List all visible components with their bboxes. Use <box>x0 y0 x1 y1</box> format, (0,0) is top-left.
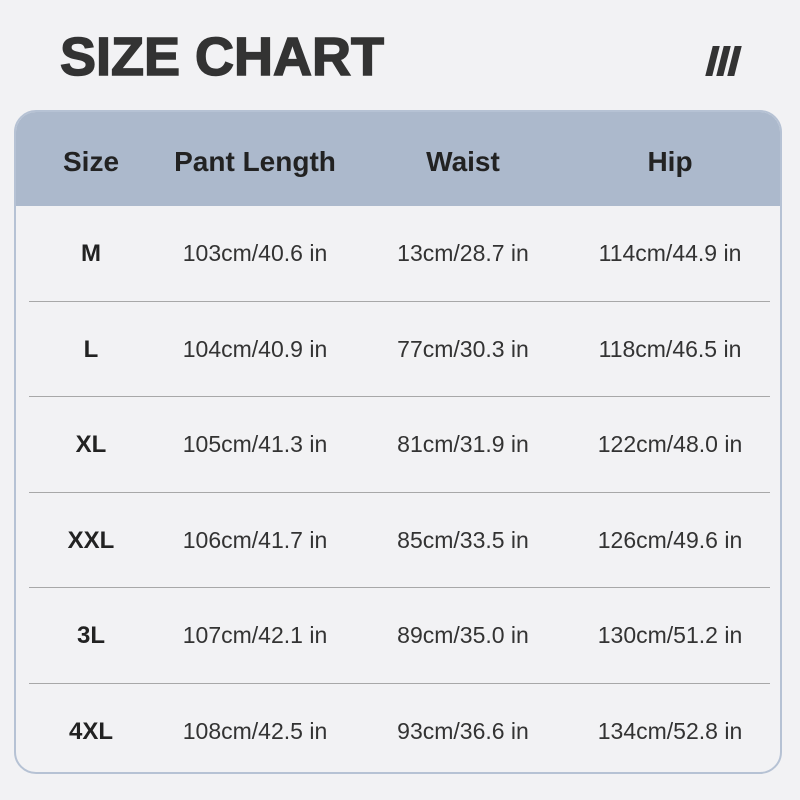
cell-hip: 134cm/52.8 in <box>597 717 743 744</box>
cell-pant-length: 106cm/41.7 in <box>182 526 328 553</box>
size-table: Size Pant Length Waist Hip M 103cm/40.6 i… <box>14 110 782 774</box>
header-size: Size <box>62 146 120 177</box>
table-row: XL 105cm/41.3 in 81cm/31.9 in 122cm/48.0 in <box>16 397 780 493</box>
table-header: Size Pant Length Waist Hip <box>16 112 780 206</box>
cell-waist: 89cm/35.0 in <box>397 622 529 648</box>
cell-pant-length: 103cm/40.6 in <box>182 240 328 266</box>
cell-pant-length: 108cm/42.5 in <box>182 717 328 744</box>
row-divider <box>29 587 770 588</box>
row-divider <box>29 396 770 397</box>
header-pant-length: Pant Length <box>174 146 336 177</box>
cell-hip: 114cm/44.9 in <box>598 240 742 266</box>
row-divider <box>29 682 770 684</box>
cell-pant-length: 107cm/42.1 in <box>182 622 328 648</box>
row-divider <box>29 300 770 302</box>
cell-waist: 93cm/36.6 in <box>397 717 529 744</box>
table-row: M 103cm/40.6 in 13cm/28.7 in 114cm/44.9 in <box>16 206 780 302</box>
cell-pant-length: 104cm/40.9 in <box>182 335 328 362</box>
cell-hip: 130cm/51.2 in <box>597 622 743 648</box>
header-hip: Hip <box>647 146 693 177</box>
cell-pant-length: 105cm/41.3 in <box>182 431 328 457</box>
cell-size: 4XL <box>68 717 114 745</box>
row-divider <box>29 491 770 493</box>
cell-hip: 122cm/48.0 in <box>597 431 743 457</box>
cell-hip: 126cm/49.6 in <box>597 526 743 553</box>
table-row: L 104cm/40.9 in 77cm/30.3 in 118cm/46.5 in <box>16 302 780 397</box>
cell-size: 3L <box>76 622 106 649</box>
cell-size: L <box>83 335 99 363</box>
brand-logo-icon <box>705 46 742 76</box>
cell-hip: 118cm/46.5 in <box>598 335 742 362</box>
cell-waist: 81cm/31.9 in <box>397 431 529 457</box>
cell-size: M <box>81 240 101 267</box>
cell-size: XL <box>75 431 107 458</box>
table-row: 3L 107cm/42.1 in 89cm/35.0 in 130cm/51.2 in <box>16 588 780 684</box>
cell-waist: 13cm/28.7 in <box>397 240 529 266</box>
table-row: XXL 106cm/41.7 in 85cm/33.5 in 126cm/49.6 i… <box>16 493 780 588</box>
cell-waist: 77cm/30.3 in <box>397 335 529 362</box>
cell-size: XXL <box>67 526 115 554</box>
page-title: SIZE CHART <box>59 26 385 88</box>
header-waist: Waist <box>426 146 500 177</box>
cell-waist: 85cm/33.5 in <box>397 526 529 553</box>
table-row: 4XL 108cm/42.5 in 93cm/36.6 in 134cm/52.8 i… <box>16 684 780 773</box>
